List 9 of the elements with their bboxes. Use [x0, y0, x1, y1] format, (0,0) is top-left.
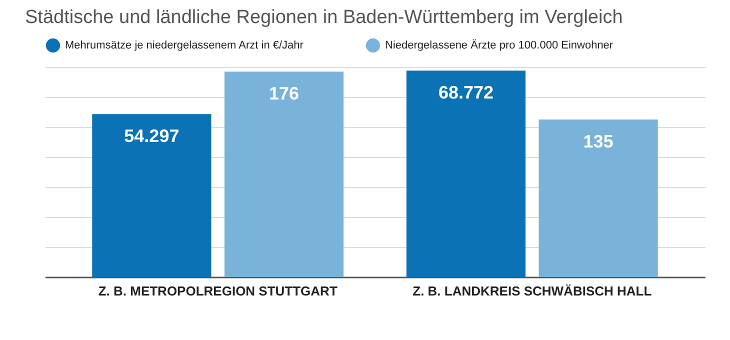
data-label: 68.772	[438, 82, 494, 103]
x-tick-label: Z. B. METROPOLREGION STUTTGART	[98, 284, 338, 298]
data-label: 176	[269, 84, 300, 104]
legend-label: Niedergelassene Ärzte pro 100.000 Einwohner	[385, 38, 614, 52]
x-tick-label: Z. B. LANDKREIS SCHWÄBISCH HALL	[412, 284, 652, 298]
data-label: 54.297	[124, 126, 180, 146]
legend-label: Mehrumsätze je niedergelassenem Arzt in €/Jahr	[65, 39, 304, 52]
data-label: 135	[583, 132, 614, 152]
chart-title: Städtische und ländliche Regionen in Baden-Württemberg im Vergleich	[25, 7, 623, 28]
